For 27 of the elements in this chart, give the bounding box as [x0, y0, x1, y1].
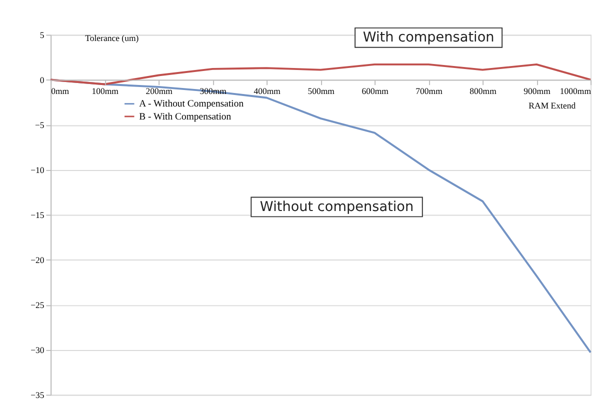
- y-tick-label: 5: [40, 30, 45, 40]
- x-tick-label: 700mm: [416, 86, 443, 96]
- y-tick-label: −30: [30, 345, 45, 356]
- x-tick-label: 900mm: [524, 86, 551, 96]
- y-tick-label: −35: [30, 390, 45, 400]
- x-tick-label: 1000mm: [560, 86, 592, 96]
- x-tick-label: 600mm: [362, 86, 389, 96]
- line-series: [50, 63, 592, 86]
- y-tick-label: −20: [30, 255, 45, 266]
- y-axis-title: Tolerance (um): [85, 33, 139, 44]
- x-tick-label: 100mm: [92, 86, 119, 96]
- y-tick-label: −25: [30, 300, 45, 310]
- x-tick-label: 500mm: [308, 86, 335, 96]
- legend-label: A - Without Compensation: [139, 98, 244, 110]
- x-tick-label: 0mm: [51, 86, 70, 96]
- y-tick-label: −5: [34, 120, 45, 130]
- annotation: With compensation: [362, 30, 494, 46]
- x-tick-label: 400mm: [254, 86, 281, 96]
- x-tick-label: 200mm: [146, 86, 173, 96]
- y-tick-label: 0: [40, 75, 45, 86]
- y-tick-label: −10: [30, 165, 45, 176]
- x-axis-title: RAM Extend: [528, 100, 576, 110]
- annotation: Without compensation: [260, 198, 414, 215]
- x-tick-label: 300mm: [200, 86, 227, 96]
- x-tick-label: 800mm: [470, 86, 497, 96]
- legend-label: B - With Compensation: [139, 111, 232, 122]
- y-tick-label: −15: [30, 210, 45, 220]
